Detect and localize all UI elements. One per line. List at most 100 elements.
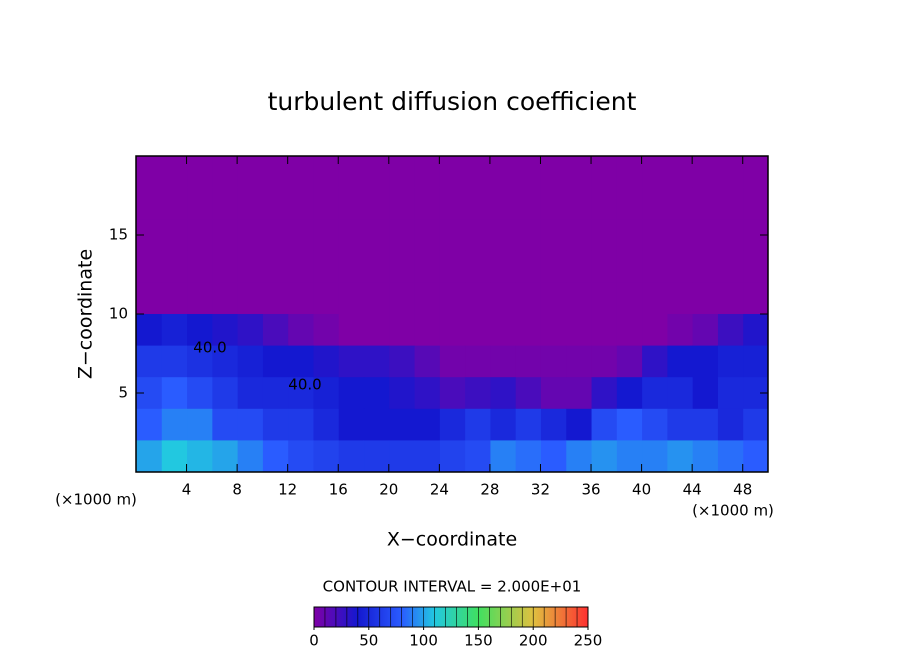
- field-cell: [464, 250, 491, 283]
- field-cell: [161, 156, 188, 189]
- field-cell: [237, 440, 263, 473]
- field-cell: [363, 187, 390, 220]
- field-cell: [161, 408, 188, 441]
- field-cell: [287, 345, 314, 378]
- field-cell: [211, 282, 238, 315]
- field-cell: [439, 187, 466, 220]
- field-cell: [641, 187, 668, 220]
- field-cell: [262, 187, 289, 220]
- x-tick-label: 32: [531, 481, 550, 499]
- field-cell: [489, 440, 516, 473]
- field-cell: [616, 377, 643, 410]
- chart-title: turbulent diffusion coefficient: [268, 87, 637, 116]
- field-cell: [363, 156, 390, 189]
- field-cell: [717, 314, 744, 347]
- field-cell: [540, 377, 567, 410]
- field-cell: [616, 440, 643, 473]
- field-cell: [666, 250, 693, 283]
- field-cell: [591, 314, 617, 347]
- field-cell: [388, 156, 415, 189]
- field-cell: [136, 250, 162, 283]
- field-cell: [363, 377, 390, 410]
- field-cell: [616, 156, 643, 189]
- field-cell: [287, 187, 314, 220]
- field-cell: [666, 408, 693, 441]
- field-cell: [464, 408, 491, 441]
- field-cell: [515, 250, 541, 283]
- field-cell: [692, 408, 718, 441]
- field-cell: [540, 314, 567, 347]
- field-cell: [591, 156, 617, 189]
- field-cell: [287, 440, 314, 473]
- field-cell: [363, 282, 390, 315]
- field-cell: [565, 314, 592, 347]
- field-cell: [616, 282, 643, 315]
- field-cell: [363, 345, 390, 378]
- field-cell: [641, 219, 668, 252]
- field-cell: [237, 345, 263, 378]
- field-cell: [363, 440, 390, 473]
- field-cell: [742, 282, 769, 315]
- field-cell: [489, 345, 516, 378]
- field-cell: [641, 156, 668, 189]
- field-cell: [211, 314, 238, 347]
- field-cell: [262, 408, 289, 441]
- x-tick-label: 48: [733, 481, 752, 499]
- field-cell: [414, 282, 440, 315]
- field-cell: [161, 219, 188, 252]
- field-cell: [211, 156, 238, 189]
- x-tick-label: 28: [480, 481, 499, 499]
- field-cell: [641, 282, 668, 315]
- field-cell: [363, 250, 390, 283]
- field-cell: [312, 250, 339, 283]
- x-tick-label: 44: [683, 481, 702, 499]
- field-cell: [414, 377, 440, 410]
- field-cell: [641, 250, 668, 283]
- x-tick-label: 16: [329, 481, 348, 499]
- field-cell: [186, 440, 213, 473]
- field-cell: [540, 345, 567, 378]
- field-cell: [464, 156, 491, 189]
- field-cell: [161, 440, 188, 473]
- field-cell: [414, 345, 440, 378]
- field-cell: [161, 345, 188, 378]
- field-cell: [515, 219, 541, 252]
- field-cell: [312, 156, 339, 189]
- field-cell: [591, 377, 617, 410]
- field-cell: [692, 219, 718, 252]
- y-axis-label: Z−coordinate: [75, 249, 97, 379]
- field-cell: [742, 408, 769, 441]
- field-cell: [414, 314, 440, 347]
- field-cell: [565, 345, 592, 378]
- field-cell: [414, 440, 440, 473]
- field-cell: [136, 314, 162, 347]
- field-cell: [616, 187, 643, 220]
- field-cell: [591, 345, 617, 378]
- field-cell: [489, 187, 516, 220]
- field-cell: [464, 314, 491, 347]
- field-cell: [237, 219, 263, 252]
- field-cell: [717, 156, 744, 189]
- field-cell: [692, 345, 718, 378]
- field-cell: [262, 440, 289, 473]
- field-cell: [515, 187, 541, 220]
- x-tick-label: 24: [430, 481, 449, 499]
- field-cell: [338, 408, 365, 441]
- field-cell: [717, 377, 744, 410]
- field-cell: [666, 345, 693, 378]
- field-cell: [616, 314, 643, 347]
- field-cell: [591, 408, 617, 441]
- field-cell: [666, 219, 693, 252]
- field-cell: [439, 219, 466, 252]
- contour-label: 40.0: [193, 339, 226, 357]
- field-cell: [312, 187, 339, 220]
- field-cell: [388, 250, 415, 283]
- x-tick-label: 4: [182, 481, 192, 499]
- field-cell: [540, 282, 567, 315]
- field-cell: [211, 408, 238, 441]
- field-cell: [692, 156, 718, 189]
- field-cell: [591, 282, 617, 315]
- field-cell: [186, 377, 213, 410]
- x-axis-label: X−coordinate: [387, 529, 517, 551]
- field-cell: [489, 408, 516, 441]
